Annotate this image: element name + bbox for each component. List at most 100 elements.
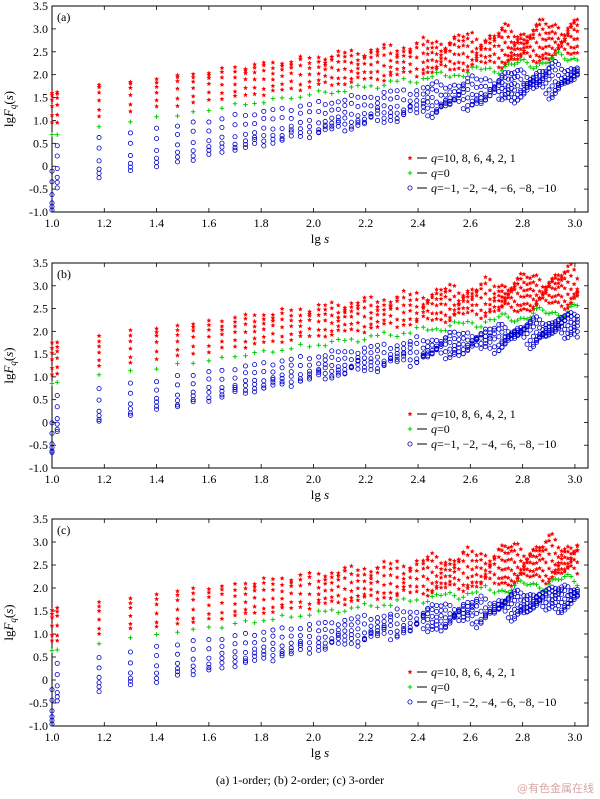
data-point [49, 697, 55, 703]
data-point [527, 308, 533, 313]
data-point [261, 339, 267, 345]
data-point [515, 281, 521, 286]
data-point [219, 327, 225, 332]
data-point [219, 144, 225, 150]
data-point [508, 91, 514, 97]
data-point [420, 302, 426, 307]
data-point [368, 356, 374, 362]
data-point [232, 587, 238, 593]
data-point [527, 320, 533, 326]
data-point [524, 301, 530, 306]
data-point [451, 347, 457, 353]
data-point [521, 571, 527, 576]
data-point [469, 548, 475, 554]
data-point [571, 316, 577, 322]
data-point [571, 587, 577, 593]
data-point [361, 349, 367, 355]
data-point [329, 54, 335, 60]
y-tick-label: -1.0 [29, 719, 48, 733]
data-point [420, 108, 426, 114]
data-point [49, 607, 55, 613]
data-point [261, 637, 267, 643]
data-point [270, 126, 276, 132]
data-point [335, 633, 341, 639]
series-q--10 [49, 68, 580, 213]
data-point [502, 311, 508, 317]
data-point [381, 45, 387, 51]
data-point [434, 609, 440, 615]
data-point [434, 603, 440, 609]
data-point [496, 326, 502, 332]
data-point [487, 40, 493, 45]
panel-label: (b) [57, 267, 71, 281]
data-point [478, 53, 484, 58]
data-point [452, 593, 457, 598]
data-point [375, 304, 380, 309]
data-point [401, 341, 407, 347]
data-point [425, 554, 431, 560]
data-point [190, 381, 196, 387]
data-point [388, 566, 394, 571]
data-point [425, 587, 431, 593]
data-point [512, 581, 517, 586]
data-point [571, 56, 577, 61]
data-point [447, 74, 453, 80]
data-point [261, 60, 267, 65]
data-point [512, 319, 517, 325]
data-point [524, 557, 530, 563]
data-point [505, 34, 511, 39]
data-point [96, 145, 102, 151]
data-point [465, 75, 471, 81]
data-point [574, 571, 580, 576]
data-point [206, 389, 212, 395]
data-point [355, 639, 361, 645]
y-tick-label: 3.5 [33, 256, 48, 270]
data-point [232, 145, 238, 151]
data-point [434, 326, 439, 332]
data-point [518, 566, 524, 572]
data-point [49, 168, 55, 174]
data-point [434, 39, 440, 44]
data-point [478, 557, 484, 562]
data-point [562, 275, 568, 281]
data-point [242, 113, 248, 119]
data-point [537, 288, 543, 294]
data-point [420, 573, 426, 579]
data-point [537, 305, 542, 310]
data-point [502, 28, 508, 34]
data-point [491, 304, 497, 309]
data-point [434, 107, 440, 113]
data-point [420, 338, 426, 344]
data-point [447, 346, 453, 352]
data-point [574, 586, 580, 592]
data-point [335, 573, 341, 579]
data-point [96, 357, 102, 363]
data-point [348, 79, 354, 85]
data-point [502, 608, 508, 614]
data-point [508, 611, 514, 617]
data-point [487, 306, 493, 312]
data-point [499, 68, 505, 74]
data-point [465, 54, 471, 59]
data-point [518, 558, 524, 563]
data-point [438, 580, 444, 586]
data-point [175, 142, 181, 148]
data-point [261, 321, 267, 326]
data-point [322, 57, 328, 62]
data-point [546, 279, 552, 285]
data-point [243, 339, 248, 344]
data-point [252, 610, 258, 615]
data-point [451, 561, 457, 567]
data-point [571, 324, 577, 330]
data-point [348, 100, 354, 106]
data-point [556, 299, 561, 305]
data-point [49, 179, 55, 185]
data-point [368, 580, 374, 586]
legend-label: q=−1, −2, −4, −6, −8, −10 [431, 437, 556, 451]
data-point [368, 628, 374, 634]
data-point [530, 561, 536, 566]
data-point [279, 379, 285, 385]
data-point [515, 290, 521, 296]
data-point [219, 124, 225, 130]
data-point [496, 307, 502, 313]
